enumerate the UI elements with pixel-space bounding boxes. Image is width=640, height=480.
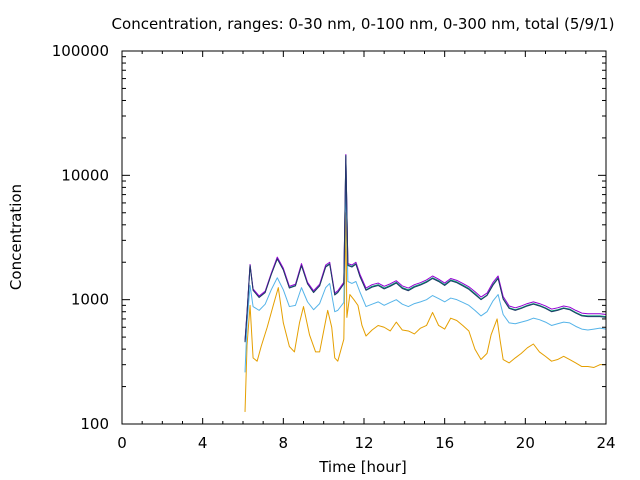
x-tick-label: 8 — [279, 434, 289, 452]
y-tick-label: 10000 — [61, 166, 109, 184]
x-tick-label: 4 — [198, 434, 208, 452]
x-tick-label: 20 — [516, 434, 535, 452]
x-tick-label: 12 — [354, 434, 373, 452]
y-axis-label: Concentration — [7, 184, 25, 290]
series-line-2 — [244, 180, 607, 373]
y-tick-label: 1000 — [71, 291, 109, 309]
y-tick-label: 100 — [80, 415, 109, 433]
chart-title: Concentration, ranges: 0-30 nm, 0-100 nm… — [112, 15, 615, 33]
series-line-3 — [244, 154, 607, 342]
x-tick-label: 0 — [117, 434, 127, 452]
tick-layer: 0 4 8 12 16 20 24 100 1000 10000 100000 — [52, 42, 616, 452]
x-axis-label: Time [hour] — [318, 458, 407, 476]
x-tick-label: 16 — [435, 434, 454, 452]
series-line-5 — [244, 155, 607, 343]
series-line-1 — [244, 212, 606, 412]
x-tick-label: 24 — [596, 434, 615, 452]
plot-frame — [121, 50, 607, 425]
series-layer — [244, 154, 607, 412]
y-tick-label: 100000 — [52, 42, 109, 60]
series-line-4 — [244, 154, 607, 341]
